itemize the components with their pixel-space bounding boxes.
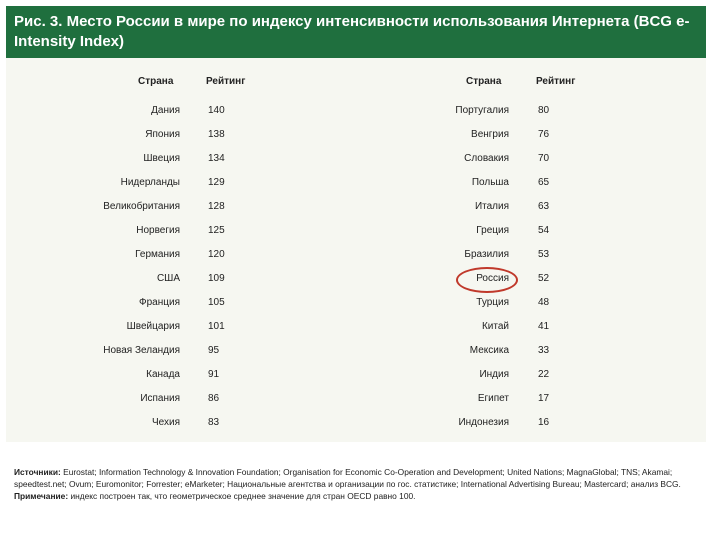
left-country-3: Нидерланды (120, 177, 180, 188)
left-rating-5: 125 (208, 225, 225, 236)
figure-title: Рис. 3. Место России в мире по индексу и… (6, 6, 706, 58)
right-country-8: Турция (476, 297, 509, 308)
table-area (6, 58, 706, 442)
right-country-1: Венгрия (471, 129, 509, 140)
right-rating-13: 16 (538, 417, 550, 428)
left-country-2: Швеция (143, 153, 180, 164)
right-country-3: Польша (471, 177, 509, 188)
left-country-10: Новая Зеландия (103, 345, 180, 356)
left-country-4: Великобритания (103, 201, 180, 212)
right-country-5: Греция (476, 225, 509, 236)
right-rating-5: 54 (538, 225, 550, 236)
right-rating-3: 65 (538, 177, 550, 188)
right-country-9: Китай (481, 321, 509, 332)
right-country-11: Индия (479, 369, 509, 380)
right-country-13: Индонезия (458, 417, 509, 428)
note-label: Примечание: (14, 491, 69, 501)
right-rating-7: 52 (538, 273, 550, 284)
note-text: индекс построен так, что геометрическое … (70, 491, 416, 501)
left-rating-11: 91 (208, 369, 220, 380)
sources-label: Источники: (14, 467, 61, 477)
right-header-rating: Рейтинг (536, 76, 576, 87)
right-rating-1: 76 (538, 129, 550, 140)
left-rating-1: 138 (208, 129, 225, 140)
right-rating-6: 53 (538, 249, 550, 260)
left-country-0: Дания (151, 105, 180, 116)
left-rating-8: 105 (208, 297, 225, 308)
right-country-2: Словакия (464, 153, 509, 164)
left-country-12: Испания (140, 393, 180, 404)
right-country-12: Египет (477, 393, 509, 404)
left-rating-6: 120 (208, 249, 225, 260)
right-rating-0: 80 (538, 105, 550, 116)
right-rating-11: 22 (538, 369, 550, 380)
right-rating-8: 48 (538, 297, 550, 308)
left-rating-13: 83 (208, 417, 220, 428)
left-rating-10: 95 (208, 345, 220, 356)
right-rating-4: 63 (538, 201, 550, 212)
left-country-5: Норвегия (136, 225, 180, 236)
left-country-1: Япония (145, 129, 180, 140)
left-rating-12: 86 (208, 393, 220, 404)
right-rating-10: 33 (538, 345, 550, 356)
highlight-circle (456, 267, 518, 293)
right-header-country: Страна (466, 76, 502, 87)
right-country-6: Бразилия (464, 249, 509, 260)
left-country-13: Чехия (151, 417, 180, 428)
left-country-9: Швейцария (126, 321, 180, 332)
right-country-10: Мексика (469, 345, 509, 356)
right-rating-9: 41 (538, 321, 550, 332)
left-country-11: Канада (146, 369, 180, 380)
left-header-rating: Рейтинг (206, 76, 246, 87)
left-country-8: Франция (139, 297, 180, 308)
right-rating-12: 17 (538, 393, 550, 404)
notes: Источники: Eurostat; Information Technol… (14, 466, 704, 502)
left-rating-0: 140 (208, 105, 225, 116)
left-country-6: Германия (135, 249, 180, 260)
left-rating-7: 109 (208, 273, 225, 284)
left-country-7: США (156, 273, 180, 284)
right-country-0: Португалия (455, 105, 509, 116)
right-rating-2: 70 (538, 153, 550, 164)
left-rating-2: 134 (208, 153, 225, 164)
left-header-country: Страна (138, 76, 174, 87)
right-country-4: Италия (474, 201, 509, 212)
left-rating-9: 101 (208, 321, 225, 332)
left-rating-3: 129 (208, 177, 225, 188)
sources-text: Eurostat; Information Technology & Innov… (14, 467, 681, 489)
left-rating-4: 128 (208, 201, 225, 212)
